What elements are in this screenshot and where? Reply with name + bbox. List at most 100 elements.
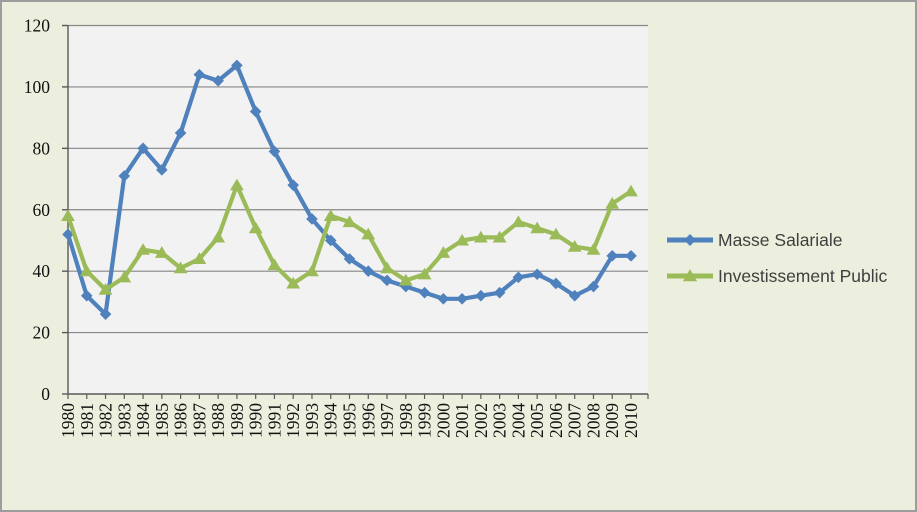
data-point-masse-salariale-1995 (343, 253, 356, 265)
legend-line-triangle-icon (667, 269, 713, 282)
data-point-investissement-public-2010 (624, 184, 638, 197)
y-axis-tick-label: 0 (41, 384, 50, 404)
data-point-masse-salariale-1997 (381, 274, 393, 287)
data-point-investissement-public-2004 (511, 215, 526, 228)
data-point-investissement-public-1982 (98, 282, 113, 295)
data-point-masse-salariale-1985 (156, 164, 168, 176)
data-point-investissement-public-1990 (248, 221, 263, 234)
data-point-investissement-public-1980 (61, 209, 75, 221)
x-axis-tick-label: 1980 (58, 403, 78, 438)
data-point-investissement-public-1994 (323, 209, 338, 221)
y-axis-tick-label: 20 (33, 323, 51, 343)
x-axis-tick-label: 2005 (527, 403, 547, 438)
data-point-masse-salariale-1980 (62, 228, 74, 241)
x-axis-tick-label: 1995 (340, 403, 360, 438)
x-axis-tick-label: 1994 (321, 403, 341, 438)
data-point-investissement-public-1998 (398, 273, 413, 286)
data-point-investissement-public-2003 (492, 230, 507, 243)
x-axis-tick-label: 2003 (490, 403, 510, 438)
legend-label: Investissement Public (718, 265, 888, 286)
data-point-masse-salariale-1982 (99, 308, 112, 320)
data-point-masse-salariale-1992 (287, 179, 299, 191)
data-point-investissement-public-1986 (173, 261, 188, 274)
data-point-investissement-public-1988 (211, 230, 226, 243)
data-point-masse-salariale-2008 (587, 280, 600, 293)
data-point-masse-salariale-1988 (212, 74, 224, 87)
data-point-investissement-public-2008 (586, 243, 601, 255)
data-point-investissement-public-2007 (567, 240, 582, 252)
legend-item-masse-salariale: Masse Salariale (666, 222, 887, 258)
x-axis-tick-label: 1981 (77, 403, 97, 438)
data-point-masse-salariale-2004 (512, 271, 525, 284)
data-point-investissement-public-1997 (380, 261, 394, 274)
x-axis-tick-label: 2000 (433, 403, 453, 438)
data-point-investissement-public-1991 (267, 258, 282, 271)
data-point-masse-salariale-1998 (400, 280, 412, 293)
x-axis-tick-label: 1993 (302, 403, 322, 438)
y-axis-tick-label: 40 (33, 261, 51, 281)
y-axis-tick-label: 120 (24, 16, 51, 36)
data-point-investissement-public-1989 (230, 178, 244, 191)
x-axis-tick-label: 1989 (227, 403, 247, 438)
data-point-masse-salariale-2005 (531, 268, 543, 281)
x-axis-tick-label: 1986 (171, 403, 191, 438)
data-point-masse-salariale-2007 (568, 289, 581, 302)
data-point-masse-salariale-1993 (306, 213, 318, 225)
y-axis-tick-label: 100 (24, 77, 51, 97)
x-axis-tick-label: 1985 (152, 403, 172, 438)
data-point-masse-salariale-2003 (493, 286, 506, 299)
x-axis-tick-label: 2002 (471, 403, 491, 438)
x-axis-tick-label: 2008 (583, 403, 603, 438)
data-point-masse-salariale-1981 (80, 289, 93, 302)
x-axis-tick-label: 1982 (96, 403, 116, 438)
x-axis-tick-label: 2009 (602, 403, 622, 438)
data-point-masse-salariale-2002 (475, 289, 487, 302)
data-point-masse-salariale-2009 (606, 250, 619, 262)
data-point-investissement-public-1987 (192, 252, 207, 264)
x-axis-tick-label: 1991 (264, 403, 284, 438)
legend-item-investissement-public: Investissement Public (666, 258, 887, 294)
data-point-investissement-public-1992 (286, 276, 301, 289)
x-axis-tick-label: 2001 (452, 403, 472, 438)
legend-line-diamond-icon (667, 234, 713, 246)
x-axis-tick-label: 2004 (508, 403, 528, 438)
data-point-investissement-public-1999 (417, 267, 432, 280)
data-point-masse-salariale-1983 (118, 170, 131, 182)
x-axis-tick-label: 2006 (546, 403, 566, 438)
data-point-masse-salariale-1996 (362, 265, 375, 277)
data-point-masse-salariale-1999 (418, 286, 431, 299)
data-point-investissement-public-1984 (136, 243, 150, 255)
data-point-masse-salariale-2000 (437, 293, 450, 305)
data-point-investissement-public-2006 (549, 227, 563, 240)
data-point-investissement-public-2002 (473, 230, 488, 243)
data-point-investissement-public-1996 (361, 227, 376, 240)
data-point-investissement-public-2005 (530, 221, 545, 234)
y-axis-tick-label: 60 (33, 200, 51, 220)
x-axis-tick-label: 1998 (396, 403, 416, 438)
chart-legend: Masse Salariale Investissement Public (666, 222, 887, 294)
data-point-masse-salariale-1994 (324, 234, 337, 247)
data-point-masse-salariale-1989 (231, 59, 243, 72)
x-axis-tick-label: 1984 (133, 403, 153, 438)
data-point-investissement-public-1995 (342, 215, 357, 228)
data-point-investissement-public-2001 (455, 233, 469, 246)
data-point-masse-salariale-1991 (268, 145, 281, 158)
x-axis-tick-label: 1992 (283, 403, 303, 438)
data-point-masse-salariale-2001 (456, 293, 468, 305)
data-point-masse-salariale-1987 (193, 68, 206, 81)
x-axis-tick-label: 1996 (358, 403, 378, 438)
data-point-masse-salariale-1984 (137, 142, 149, 155)
data-point-masse-salariale-1990 (249, 105, 262, 118)
data-point-investissement-public-1983 (117, 270, 132, 283)
data-point-investissement-public-2009 (605, 197, 620, 209)
data-point-investissement-public-1993 (305, 264, 319, 277)
legend-label: Masse Salariale (718, 229, 843, 250)
x-axis-tick-label: 1987 (189, 403, 209, 438)
data-point-investissement-public-2000 (436, 246, 451, 258)
x-axis-tick-label: 1999 (415, 403, 435, 438)
y-axis-tick-label: 80 (33, 138, 51, 158)
data-point-investissement-public-1985 (154, 246, 169, 258)
data-point-masse-salariale-2010 (625, 250, 637, 262)
